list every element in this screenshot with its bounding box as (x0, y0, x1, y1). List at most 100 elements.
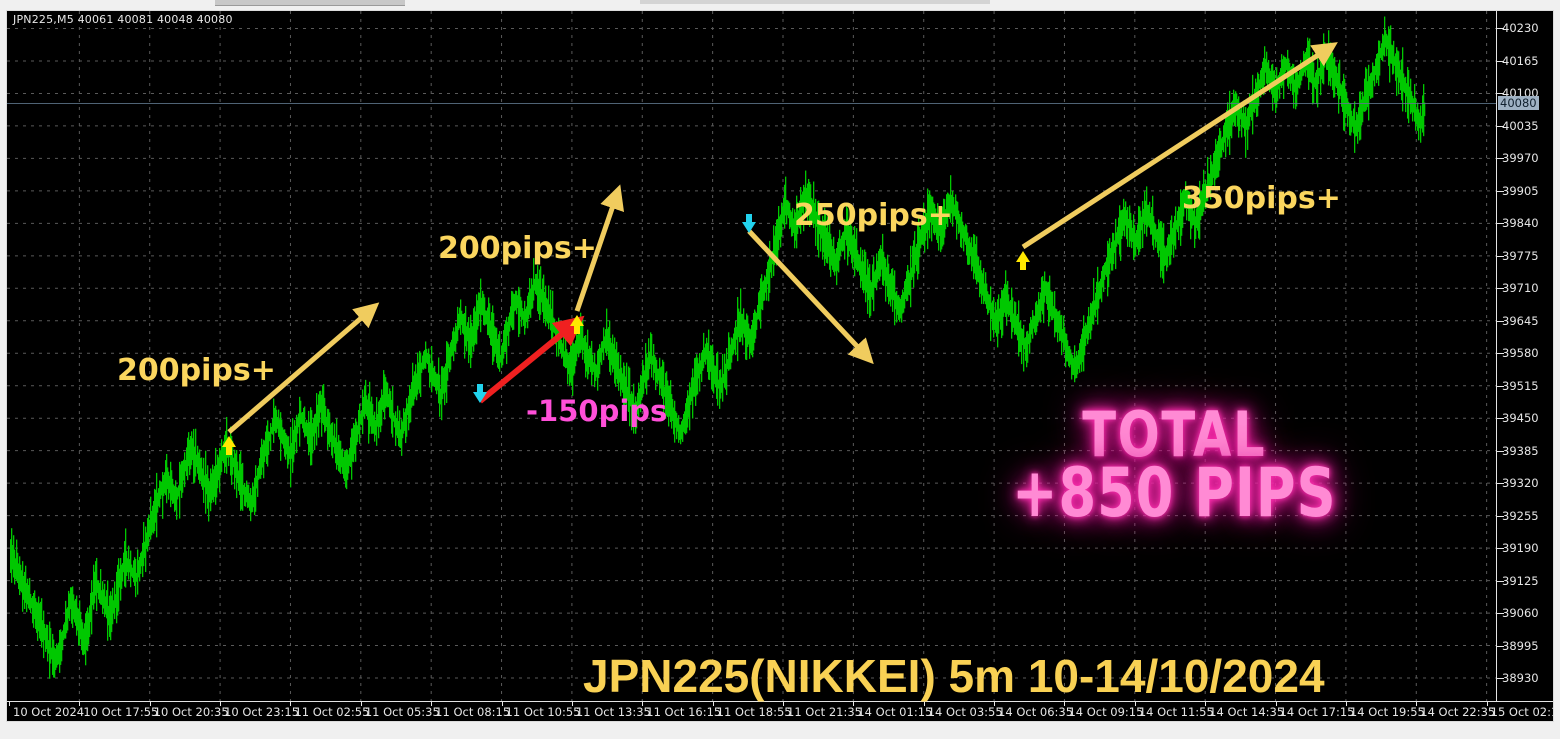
price-tick-label: 39580 (1496, 346, 1539, 360)
total-value: +850 PIPS (1012, 454, 1337, 534)
price-tick-mark (1496, 353, 1504, 355)
price-tick-label: 39710 (1496, 281, 1539, 295)
annotation-trade4-label: 250pips+ (794, 198, 953, 233)
time-tick-label: 11 Oct 08:15 (435, 705, 511, 719)
current-price-badge: 40080 (1498, 96, 1539, 111)
annotation-trade5-label: 350pips+ (1182, 181, 1341, 216)
price-tick-mark (1496, 28, 1504, 30)
time-tick-mark (220, 701, 222, 706)
time-tick-label: 14 Oct 09:15 (1068, 705, 1144, 719)
time-tick-mark (1486, 701, 1488, 706)
price-tick-mark (1496, 288, 1504, 290)
price-tick-mark (1496, 158, 1504, 160)
price-tick-label: 40035 (1496, 119, 1539, 133)
time-tick-label: 14 Oct 11:55 (1138, 705, 1214, 719)
time-tick-mark (923, 701, 925, 706)
quote-header: JPN225,M5 40061 40081 40048 40080 (13, 13, 233, 26)
price-tick-mark (1496, 93, 1504, 95)
time-tick-mark (783, 701, 784, 706)
price-tick-label: 39255 (1496, 509, 1539, 523)
time-tick-mark (501, 701, 503, 706)
price-tick-mark (1496, 255, 1504, 257)
time-tick-label: 11 Oct 05:35 (364, 705, 440, 719)
time-tick-mark (1275, 701, 1277, 706)
toolbar-strip-secondary (640, 0, 990, 4)
time-tick-label: 11 Oct 13:35 (575, 705, 651, 719)
price-tick-mark (1496, 385, 1504, 387)
time-tick-mark (994, 701, 996, 706)
price-tick-mark (1496, 645, 1504, 647)
time-tick-mark (853, 701, 855, 706)
time-tick-mark (360, 701, 362, 706)
price-tick-label: 39190 (1496, 541, 1539, 555)
chart-title: JPN225(NIKKEI) 5m 10-14/10/2024 (583, 650, 1325, 702)
price-tick-label: 39905 (1496, 184, 1539, 198)
price-axis[interactable]: 40230 40165 40100 40035 39970 39905 39840 39775… (1496, 11, 1553, 703)
price-tick-mark (1496, 320, 1504, 322)
window-chrome (0, 0, 1560, 10)
price-tick-mark (1496, 678, 1504, 680)
price-tick-label: 39515 (1496, 379, 1539, 393)
time-tick-mark (1205, 701, 1207, 706)
time-axis[interactable]: 10 Oct 2024 10 Oct 17:55 10 Oct 20:35 10 Oc… (7, 701, 1553, 721)
time-tick-mark (712, 701, 714, 706)
price-tick-label: 38930 (1496, 671, 1539, 685)
price-tick-label: 40165 (1496, 54, 1539, 68)
price-tick-mark (1496, 418, 1504, 420)
annotation-trade2-label: 200pips+ (438, 231, 597, 266)
current-price-line (7, 103, 1498, 105)
price-tick-mark (1496, 483, 1504, 485)
annotation-trade1-label: 200pips+ (117, 353, 276, 388)
price-tick-mark (1496, 60, 1504, 62)
total-pips-callout: TOTAL +850 PIPS (1012, 398, 1337, 534)
price-tick-label: 39385 (1496, 444, 1539, 458)
price-tick-mark (1496, 190, 1504, 192)
price-tick-label: 39320 (1496, 476, 1539, 490)
time-tick-label: 11 Oct 21:35 (787, 705, 862, 719)
time-tick-label: 14 Oct 14:35 (1209, 705, 1285, 719)
time-tick-mark (9, 701, 10, 706)
time-tick-label: 14 Oct 06:35 (998, 705, 1074, 719)
time-tick-label: 10 Oct 20:35 (153, 705, 229, 719)
price-tick-mark (1496, 515, 1504, 517)
price-tick-label: 39450 (1496, 411, 1539, 425)
time-tick-mark (642, 701, 644, 706)
time-tick-label: 14 Oct 22:35 (1420, 705, 1496, 719)
price-tick-label: 39060 (1496, 606, 1539, 620)
price-tick-label: 39840 (1496, 216, 1539, 230)
time-tick-mark (1134, 701, 1136, 706)
time-tick-mark (1064, 701, 1066, 706)
time-tick-mark (1416, 701, 1418, 706)
time-tick-mark (149, 701, 151, 706)
price-tick-label: 39970 (1496, 151, 1539, 165)
price-tick-label: 39775 (1496, 249, 1539, 263)
time-tick-label: 10 Oct 17:55 (83, 705, 159, 719)
time-tick-label: 10 Oct 23:15 (224, 705, 300, 719)
time-tick-label: 11 Oct 02:55 (294, 705, 370, 719)
price-tick-mark (1496, 125, 1504, 127)
time-tick-mark (1345, 701, 1347, 706)
price-tick-label: 39125 (1496, 574, 1539, 588)
price-tick-mark (1496, 450, 1504, 452)
price-tick-mark (1496, 613, 1504, 615)
toolbar-strip (215, 0, 405, 6)
time-tick-label: 11 Oct 10:55 (505, 705, 581, 719)
time-tick-label: 14 Oct 17:15 (1279, 705, 1355, 719)
price-tick-mark (1496, 580, 1504, 582)
price-tick-label: 38995 (1496, 639, 1539, 653)
time-tick-label: 11 Oct 18:55 (716, 705, 792, 719)
annotation-trade3-label: -150pips (526, 394, 668, 428)
time-tick-mark (571, 701, 573, 706)
time-tick-label: 14 Oct 19:55 (1349, 705, 1425, 719)
chart-plot-area[interactable]: JPN225,M5 40061 40081 40048 40080 200pip… (7, 11, 1498, 703)
time-tick-mark (79, 701, 81, 706)
time-tick-mark (431, 701, 433, 706)
price-tick-label: 40230 (1496, 21, 1539, 35)
total-label: TOTAL (1082, 398, 1267, 471)
time-tick-label: 14 Oct 01:15 (857, 705, 933, 719)
time-tick-label: 10 Oct 2024 (13, 705, 85, 719)
price-tick-mark (1496, 548, 1504, 550)
chart-window[interactable]: JPN225,M5 40061 40081 40048 40080 200pip… (6, 10, 1554, 722)
price-tick-label: 39645 (1496, 314, 1539, 328)
